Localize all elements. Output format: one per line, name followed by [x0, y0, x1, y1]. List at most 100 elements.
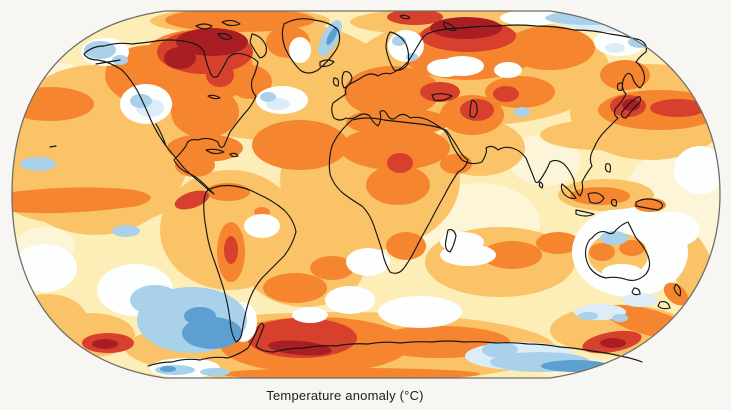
coast-hispaniola	[229, 152, 239, 158]
coast-sakhalin	[616, 82, 624, 91]
anomaly-region	[600, 231, 628, 245]
anomaly-region	[112, 225, 140, 237]
coast-borneo	[587, 192, 605, 204]
coast-scandinavia	[385, 31, 410, 71]
anomaly-region	[12, 187, 151, 214]
anomaly-region	[619, 240, 645, 256]
anomaly-region	[206, 183, 250, 201]
coast-antarctica	[147, 322, 643, 367]
coast-australia	[584, 221, 651, 281]
anomaly-region	[622, 293, 658, 307]
coast-caspian	[469, 99, 478, 118]
anomaly-region	[289, 37, 311, 63]
coast-uk	[341, 71, 353, 89]
anomaly-region	[493, 86, 519, 102]
coast-baffin	[249, 33, 267, 59]
anomaly-region	[310, 256, 354, 280]
coast-great-lakes	[207, 94, 221, 100]
anomaly-region	[650, 99, 706, 117]
anomaly-region	[640, 212, 700, 248]
coast-arctic-islands	[195, 19, 241, 40]
anomaly-region	[20, 157, 56, 171]
coast-ireland	[332, 77, 340, 87]
anomaly-region	[346, 248, 390, 276]
anomaly-region	[589, 243, 615, 261]
coast-black-sea	[431, 93, 453, 102]
anomaly-region	[184, 307, 216, 325]
anomaly-region	[220, 368, 480, 378]
coast-hawaii	[49, 145, 57, 148]
anomaly-region	[634, 198, 666, 212]
anomaly-region	[420, 82, 460, 102]
anomaly-region	[292, 307, 328, 323]
anomaly-region	[340, 126, 450, 170]
anomaly-region	[545, 11, 635, 25]
anomaly-region	[500, 11, 560, 26]
anomaly-region	[325, 286, 375, 314]
anomaly-region	[176, 28, 248, 56]
anomaly-region	[200, 368, 230, 376]
coast-aleutians	[95, 59, 121, 65]
anomaly-region	[224, 236, 238, 264]
anomaly-region	[130, 94, 152, 108]
anomaly-region	[482, 342, 518, 358]
anomaly-region	[326, 27, 338, 45]
anomaly-region	[440, 154, 472, 174]
coast-madagascar	[444, 229, 457, 253]
anomaly-region	[612, 314, 628, 322]
anomaly-region	[130, 285, 180, 315]
anomaly-region	[174, 190, 210, 210]
anomaly-region	[164, 47, 196, 69]
anomaly-region	[406, 53, 418, 61]
anomaly-region	[505, 26, 595, 70]
anomaly-region	[570, 187, 630, 205]
coast-java	[575, 209, 595, 217]
map-caption: Temperature anomaly (°C)	[266, 388, 424, 403]
anomaly-region	[440, 244, 496, 266]
coast-new-guinea	[635, 198, 664, 211]
coast-japan	[620, 96, 642, 119]
anomaly-region	[206, 63, 234, 87]
anomaly-region	[387, 153, 413, 173]
coast-sumatra	[560, 183, 577, 200]
anomaly-region	[160, 366, 176, 372]
anomaly-region	[386, 232, 426, 260]
anomaly-region	[482, 241, 542, 269]
coast-cuba	[205, 148, 225, 155]
map-outline	[11, 10, 721, 379]
coast-novaya-zemlya	[443, 21, 457, 32]
coast-svalbard	[399, 14, 411, 20]
coast-greenland	[281, 18, 341, 74]
anomaly-region	[165, 11, 315, 32]
anomaly-region	[388, 30, 424, 62]
anomaly-region	[622, 99, 640, 111]
anomaly-region	[427, 59, 463, 77]
anomaly-region	[260, 92, 276, 102]
anomaly-region	[605, 43, 625, 53]
coast-baja	[155, 123, 167, 147]
anomaly-region	[366, 165, 430, 205]
coast-philippines	[604, 163, 612, 173]
anomaly-region	[663, 282, 689, 306]
anomaly-region	[536, 232, 580, 254]
coast-sulawesi	[610, 199, 618, 207]
anomaly-region	[378, 296, 462, 328]
anomaly-region	[182, 317, 242, 349]
anomaly-region	[244, 214, 280, 238]
coast-north-america	[83, 39, 259, 195]
anomaly-region	[13, 244, 77, 292]
coast-tasmania	[631, 287, 641, 296]
anomaly-region	[602, 264, 642, 280]
coast-new-zealand	[657, 283, 682, 310]
anomaly-region	[252, 120, 348, 170]
anomaly-region	[92, 339, 118, 349]
coast-sri-lanka	[538, 181, 544, 189]
anomaly-region	[387, 11, 443, 25]
coast-iceland	[319, 59, 335, 68]
anomaly-region	[514, 107, 530, 117]
coast-africa	[328, 117, 469, 274]
anomaly-region	[12, 87, 94, 121]
